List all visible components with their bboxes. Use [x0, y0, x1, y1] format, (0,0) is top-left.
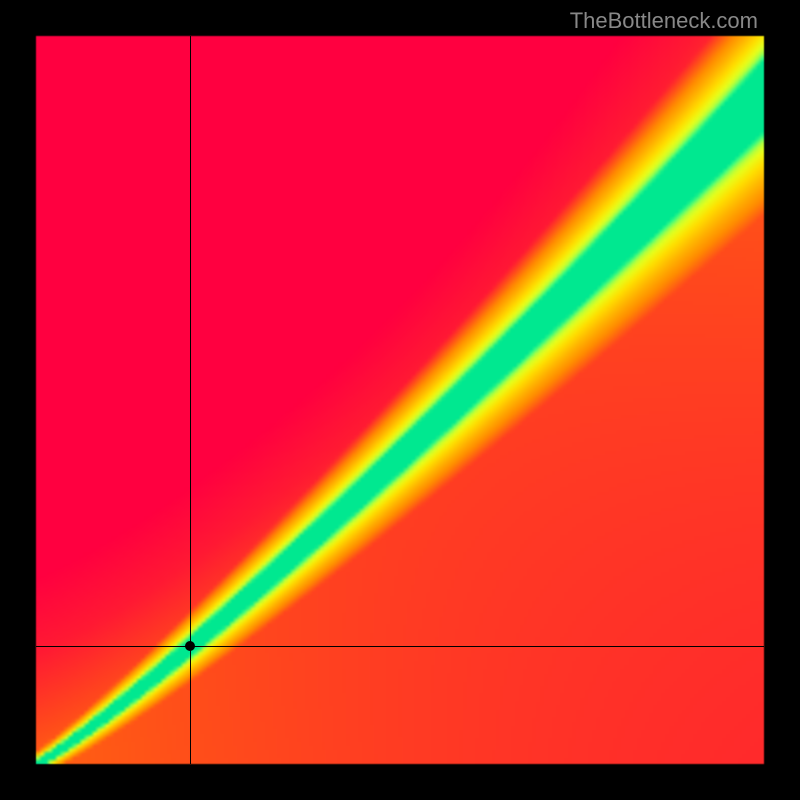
- watermark-text: TheBottleneck.com: [570, 8, 758, 34]
- heatmap-plot: [36, 36, 764, 764]
- heatmap-canvas: [36, 36, 764, 764]
